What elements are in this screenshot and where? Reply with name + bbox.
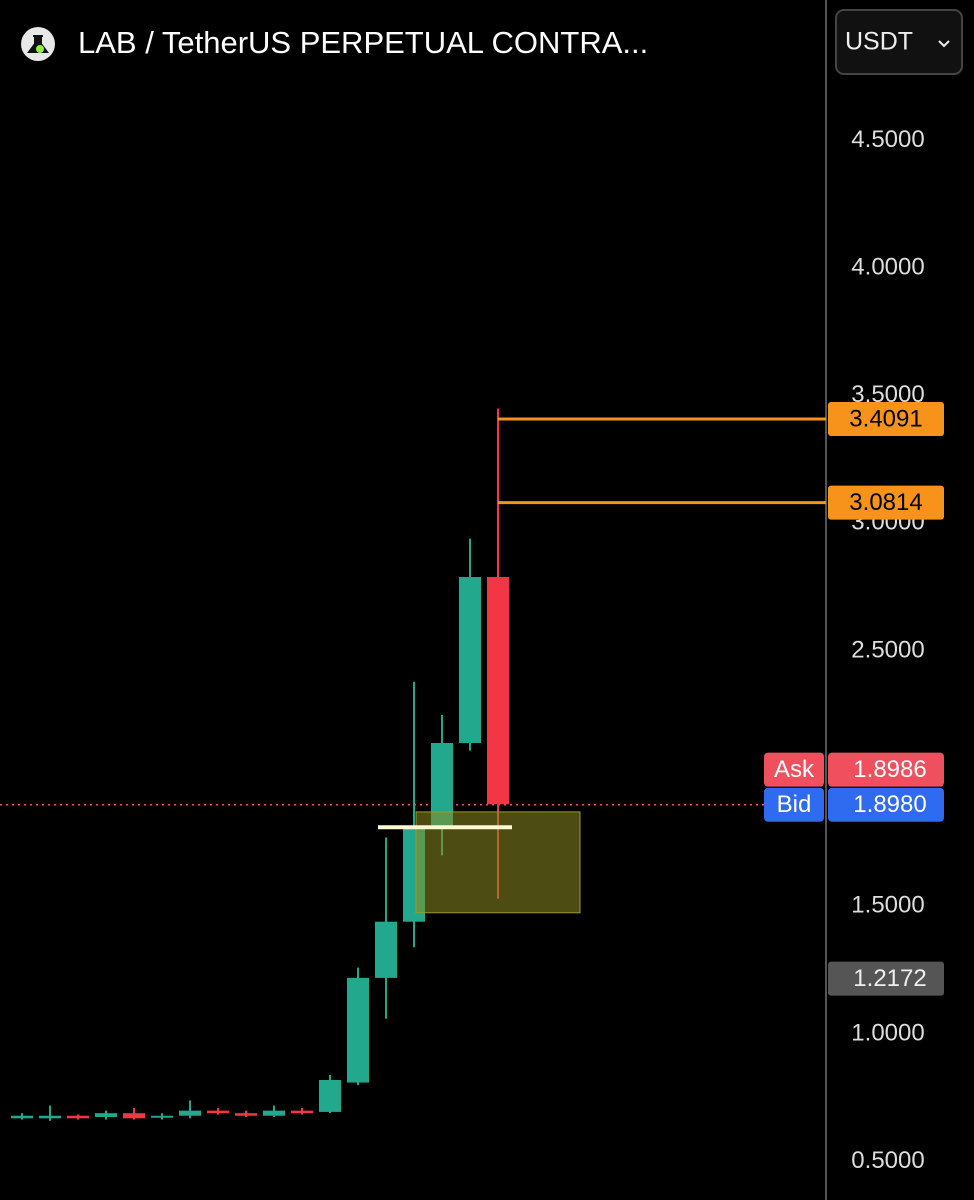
candle-body [67,1115,89,1119]
price-line-label: 3.4091 [849,405,922,432]
candle-body [151,1115,173,1118]
currency-select[interactable] [835,9,963,75]
candle-body [11,1115,33,1119]
candle-body [459,577,481,743]
quote-name-tag [764,752,824,787]
candle-body [39,1115,61,1119]
candle-body [319,1080,341,1112]
price-line-label: 3.0814 [849,489,922,516]
y-tick-label: 4.0000 [851,253,924,280]
candle-body [431,742,453,828]
quote-tag [828,787,944,822]
currency-label[interactable]: USDT [845,28,913,56]
candle-body [291,1110,313,1114]
quote-name: Bid [777,791,812,818]
candle-body [207,1110,229,1114]
quote-name-tag [764,787,824,822]
last-price-tag [828,961,944,996]
y-tick-label: 0.5000 [851,1147,924,1174]
quote-tag [828,752,944,787]
quote-value: 1.8986 [853,756,926,783]
quote-value: 1.8980 [853,791,926,818]
y-tick-label: 1.0000 [851,1019,924,1046]
price-line-tag [828,401,944,436]
y-tick-label: 1.5000 [851,892,924,919]
dropdown-caret[interactable] [938,40,950,48]
candle-body [263,1110,285,1116]
flask-liquid [36,45,44,53]
quote-name: Ask [774,756,815,783]
candle-body [95,1113,117,1118]
candle-body [123,1113,145,1119]
y-tick-label: 4.5000 [851,126,924,153]
candle-body [347,977,369,1083]
candle-body [375,921,397,978]
last-price-label: 1.2172 [853,965,926,992]
candle-body [179,1110,201,1116]
symbol-title: LAB / TetherUS PERPETUAL CONTRA... [78,25,648,60]
price-line-tag [828,485,944,520]
candle-body [487,577,509,805]
y-tick-label: 2.5000 [851,636,924,663]
candle-body [235,1113,257,1116]
